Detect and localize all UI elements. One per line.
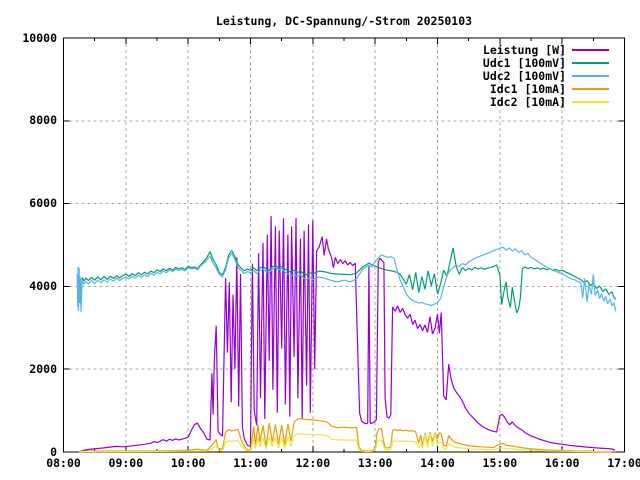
y-tick-label: 8000 [29,113,57,128]
series-line-idc2 [79,433,613,453]
x-tick-label: 08:00 [46,456,81,470]
y-tick-label: 4000 [29,278,57,293]
x-tick-label: 09:00 [108,456,144,470]
x-tick-label: 15:00 [482,456,518,470]
x-tick-label: 16:00 [544,456,580,470]
y-tick-label: 0 [50,444,57,459]
series-line-idc1 [79,417,616,453]
x-tick-label: 14:00 [420,456,455,470]
series-line-leistung [80,215,616,452]
plot-border [63,37,625,453]
y-tick-label: 6000 [29,196,57,211]
x-tick-label: 13:00 [357,456,393,470]
x-tick-label: 17:00 [607,456,640,470]
x-tick-label: 10:00 [170,456,206,470]
y-tick-label: 10000 [22,30,57,45]
series-line-udc1 [76,247,617,314]
chart-title: Leistung, DC-Spannung/-Strom 20250103 [215,14,473,28]
x-tick-label: 12:00 [295,456,331,470]
series-line-udc2 [76,246,617,312]
y-tick-label: 2000 [29,361,57,376]
x-tick-label: 11:00 [233,456,268,470]
